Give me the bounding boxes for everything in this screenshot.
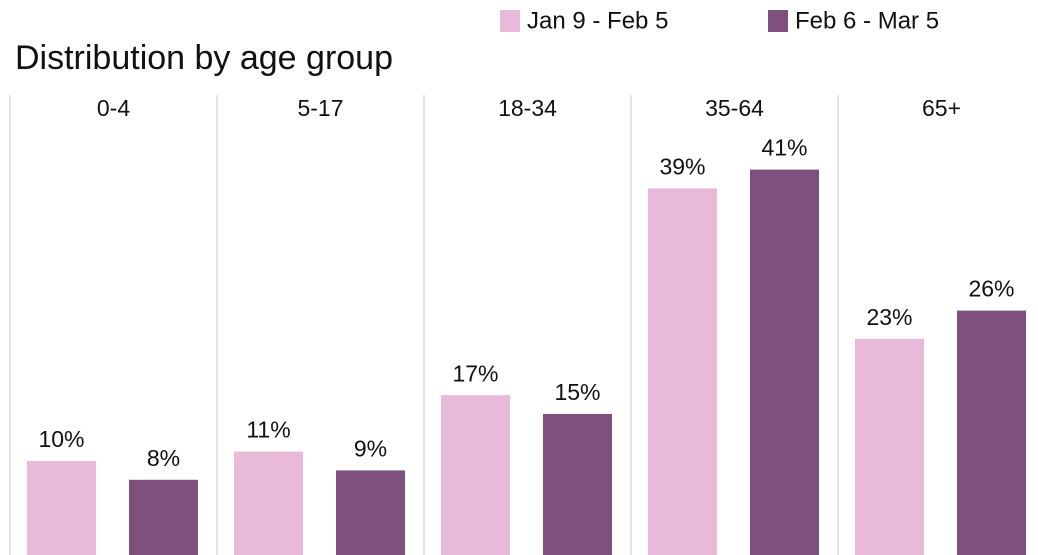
legend-swatch [768,10,788,32]
bar [957,310,1026,555]
category-label: 65+ [922,95,961,121]
legend-label: Jan 9 - Feb 5 [527,7,668,34]
bar [543,414,612,555]
bar [855,338,924,555]
value-label: 8% [147,445,180,471]
chart-title: Distribution by age group [15,39,393,77]
value-label: 10% [38,426,84,452]
bar [27,461,96,555]
value-label: 39% [659,153,705,179]
category-label: 35-64 [705,95,764,121]
legend-label: Feb 6 - Mar 5 [795,7,939,34]
value-label: 41% [761,135,807,161]
bar [234,451,303,555]
bar [336,470,405,555]
value-label: 17% [452,360,498,386]
value-label: 11% [246,417,290,443]
category-label: 0-4 [97,95,130,121]
category-label: 18-34 [498,95,557,121]
bar [441,395,510,555]
value-label: 15% [554,379,600,405]
bar [129,479,198,555]
value-label: 9% [354,435,387,461]
legend-swatch [500,10,520,32]
value-label: 23% [866,304,912,330]
bar [750,169,819,555]
value-label: 26% [968,276,1014,302]
bar [648,188,717,555]
category-label: 5-17 [297,95,343,121]
